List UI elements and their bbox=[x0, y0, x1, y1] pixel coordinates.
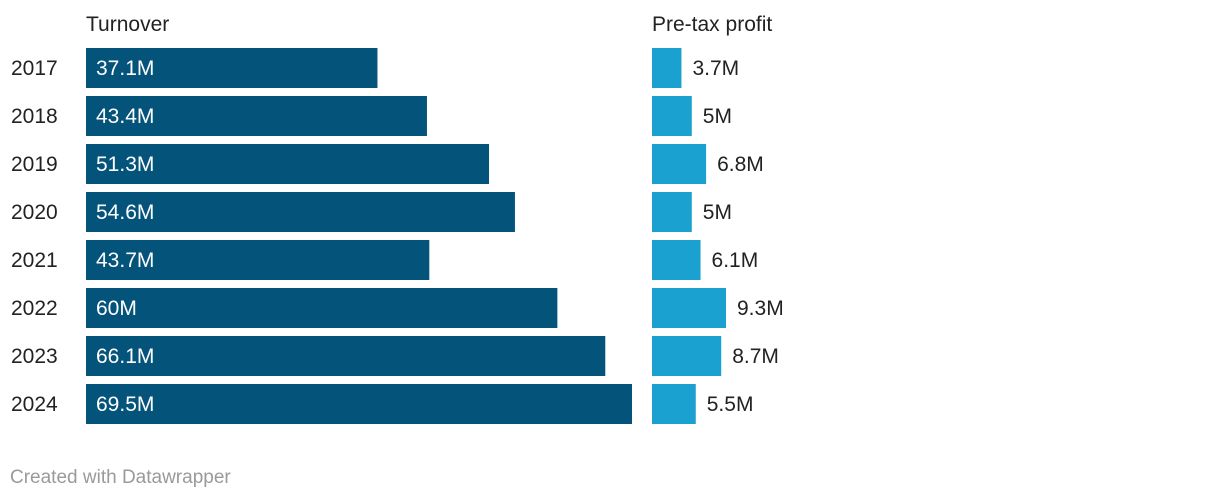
profit-bar-2017 bbox=[652, 48, 682, 88]
profit-bar-2022 bbox=[652, 288, 726, 328]
turnover-value-label-2024: 69.5M bbox=[96, 393, 154, 416]
turnover-value-label-2022: 60M bbox=[96, 297, 137, 320]
year-labels: 2017 2018 2019 2020 2021 2022 2023 2024 bbox=[11, 57, 58, 416]
turnover-bar-2019 bbox=[86, 144, 490, 184]
profit-value-label-2023: 8.7M bbox=[732, 345, 779, 368]
profit-column-title: Pre-tax profit bbox=[652, 13, 772, 36]
turnover-value-label-2017: 37.1M bbox=[96, 57, 154, 80]
profit-value-label-2018: 5M bbox=[703, 105, 732, 128]
turnover-bar-2021 bbox=[86, 240, 430, 280]
turnover-panel: Turnover bbox=[86, 13, 169, 36]
year-label-2017: 2017 bbox=[11, 57, 58, 80]
profit-value-label-2020: 5M bbox=[703, 201, 732, 224]
profit-bar-2020 bbox=[652, 192, 692, 232]
turnover-value-label-2021: 43.7M bbox=[96, 249, 154, 272]
profit-value-label-2021: 6.1M bbox=[712, 249, 759, 272]
turnover-bar-2020 bbox=[86, 192, 515, 232]
turnover-bars: 37.1M 43.4M 51.3M 54.6M 43.7M 60M 66.1M 69.5M bbox=[86, 48, 632, 424]
profit-panel: Pre-tax profit bbox=[652, 13, 772, 36]
profit-value-label-2017: 3.7M bbox=[692, 57, 739, 80]
profit-bar-2018 bbox=[652, 96, 692, 136]
profit-bar-2019 bbox=[652, 144, 707, 184]
profit-bar-2024 bbox=[652, 384, 696, 424]
profit-bars: 3.7M 5M 6.8M 5M 6.1M 9.3M 8.7M 5.5M bbox=[652, 48, 784, 424]
turnover-value-label-2019: 51.3M bbox=[96, 153, 154, 176]
turnover-bar-2022 bbox=[86, 288, 558, 328]
year-label-2019: 2019 bbox=[11, 153, 58, 176]
year-label-2022: 2022 bbox=[11, 297, 58, 320]
year-label-2021: 2021 bbox=[11, 249, 58, 272]
year-label-2020: 2020 bbox=[11, 201, 58, 224]
turnover-bar-2023 bbox=[86, 336, 606, 376]
turnover-column-title: Turnover bbox=[86, 13, 169, 36]
profit-value-label-2024: 5.5M bbox=[707, 393, 754, 416]
profit-value-label-2019: 6.8M bbox=[717, 153, 764, 176]
credit-footer: Created with Datawrapper bbox=[10, 467, 231, 488]
profit-bar-2021 bbox=[652, 240, 701, 280]
turnover-bar-2017 bbox=[86, 48, 378, 88]
year-label-2018: 2018 bbox=[11, 105, 58, 128]
year-label-2023: 2023 bbox=[11, 345, 58, 368]
turnover-value-label-2020: 54.6M bbox=[96, 201, 154, 224]
year-label-2024: 2024 bbox=[11, 393, 58, 416]
turnover-value-label-2018: 43.4M bbox=[96, 105, 154, 128]
profit-bar-2023 bbox=[652, 336, 722, 376]
turnover-bar-2024 bbox=[86, 384, 632, 424]
profit-value-label-2022: 9.3M bbox=[737, 297, 784, 320]
turnover-bar-2018 bbox=[86, 96, 427, 136]
turnover-value-label-2023: 66.1M bbox=[96, 345, 154, 368]
